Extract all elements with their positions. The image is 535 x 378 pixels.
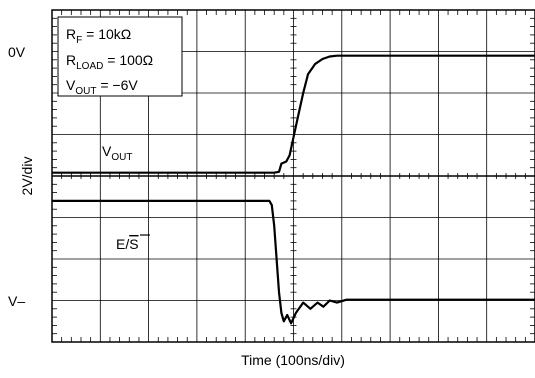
condition-rload: RLOAD = 100Ω [66,52,153,72]
condition-rf: RF = 10kΩ [66,26,131,46]
trace-label-es: E/S [116,236,139,252]
trace-label-vout: VOUT [102,143,132,163]
trace-enable [52,199,535,325]
conditions-box [57,16,183,97]
trace-vout [52,54,535,174]
v-minus-label: V– [8,293,25,309]
zero-volt-label: 0V [8,44,26,60]
traces [52,54,535,325]
condition-vout: VOUT = −6V [66,77,138,97]
y-axis-label: 2V/div [19,157,35,196]
x-axis-label: Time (100ns/div) [241,352,345,368]
tick-marks [52,10,535,342]
